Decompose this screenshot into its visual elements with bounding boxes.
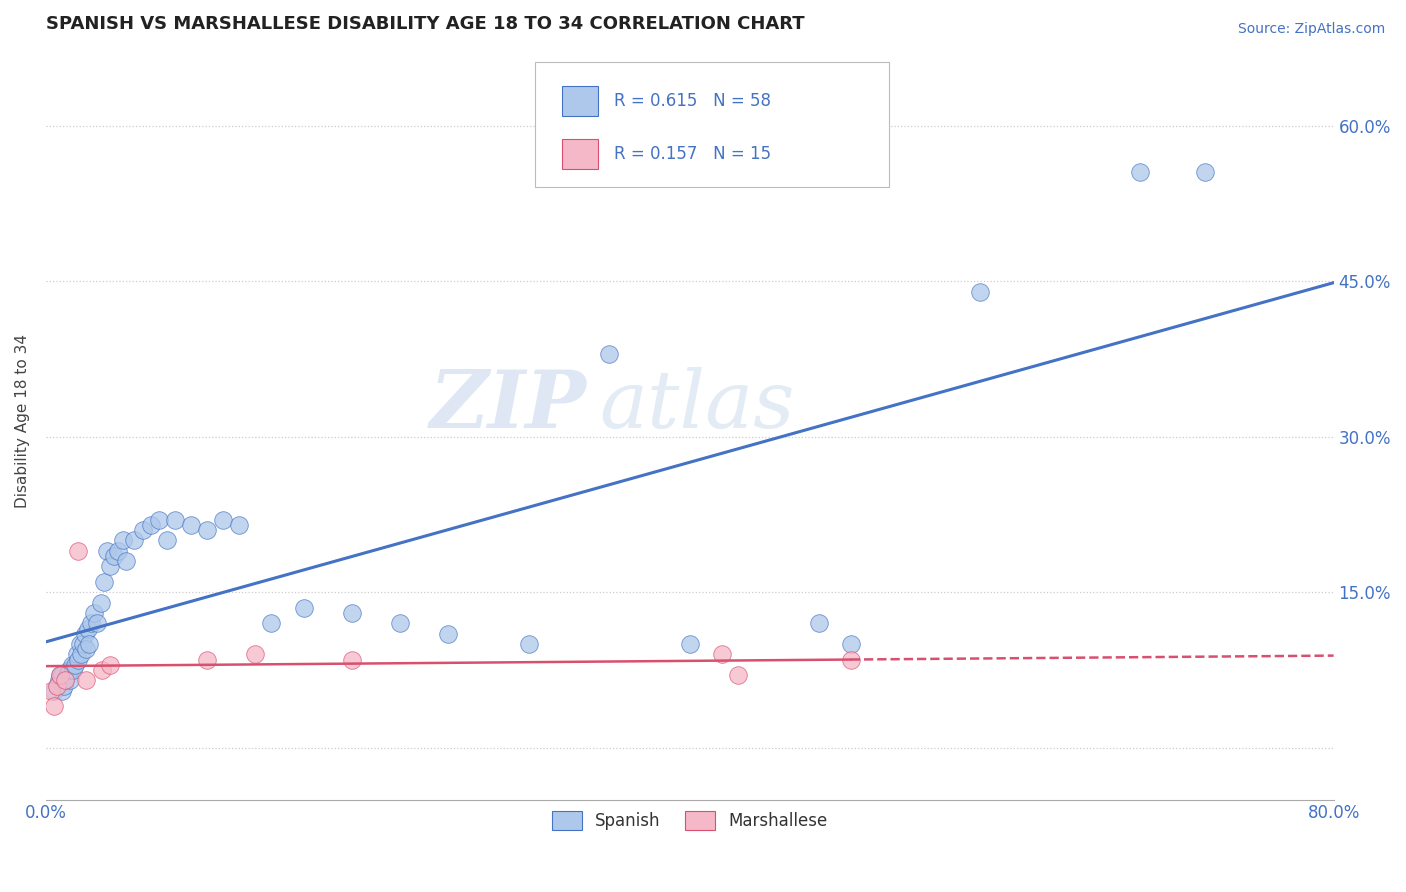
Point xyxy=(46,679,69,693)
Point xyxy=(83,606,105,620)
Point xyxy=(51,683,73,698)
Point xyxy=(72,637,94,651)
Point xyxy=(148,513,170,527)
Text: atlas: atlas xyxy=(600,368,794,445)
Point xyxy=(389,616,412,631)
Point xyxy=(48,673,70,688)
FancyBboxPatch shape xyxy=(536,62,890,186)
Point xyxy=(727,668,749,682)
Point xyxy=(63,657,86,672)
Point xyxy=(42,683,65,698)
Point xyxy=(46,679,69,693)
Point xyxy=(93,574,115,589)
Y-axis label: Disability Age 18 to 34: Disability Age 18 to 34 xyxy=(15,334,30,508)
Point xyxy=(124,533,146,548)
Point xyxy=(67,652,90,666)
Point xyxy=(340,606,363,620)
Point xyxy=(60,657,83,672)
Point xyxy=(59,673,82,688)
Point xyxy=(598,347,620,361)
Point xyxy=(131,523,153,537)
Point xyxy=(62,663,84,677)
Point xyxy=(839,637,862,651)
Point xyxy=(260,616,283,631)
Point xyxy=(86,616,108,631)
Point xyxy=(112,533,135,548)
Point xyxy=(76,622,98,636)
Point xyxy=(51,668,73,682)
Point xyxy=(292,600,315,615)
Point xyxy=(163,513,186,527)
Point xyxy=(115,554,138,568)
Point xyxy=(58,663,80,677)
Point xyxy=(212,513,235,527)
Point xyxy=(1194,165,1216,179)
Point xyxy=(679,637,702,651)
Point xyxy=(807,616,830,631)
Point xyxy=(67,543,90,558)
Point xyxy=(49,668,72,682)
Point xyxy=(53,673,76,688)
Point xyxy=(39,683,62,698)
Point xyxy=(42,699,65,714)
Point xyxy=(517,637,540,651)
Bar xyxy=(562,86,599,116)
Text: R = 0.157   N = 15: R = 0.157 N = 15 xyxy=(614,145,770,162)
Text: R = 0.615   N = 58: R = 0.615 N = 58 xyxy=(614,92,770,110)
Point xyxy=(195,523,218,537)
Point xyxy=(103,549,125,563)
Point xyxy=(69,637,91,651)
Point xyxy=(139,517,162,532)
Point xyxy=(156,533,179,548)
Point xyxy=(59,663,82,677)
Point xyxy=(180,517,202,532)
Point xyxy=(195,652,218,666)
Point xyxy=(79,637,101,651)
Point xyxy=(839,652,862,666)
Point xyxy=(98,657,121,672)
Point xyxy=(91,663,114,677)
Point xyxy=(73,626,96,640)
Point xyxy=(107,543,129,558)
Point xyxy=(75,642,97,657)
Point xyxy=(90,596,112,610)
Point xyxy=(437,626,460,640)
Text: SPANISH VS MARSHALLESE DISABILITY AGE 18 TO 34 CORRELATION CHART: SPANISH VS MARSHALLESE DISABILITY AGE 18… xyxy=(46,15,804,33)
Point xyxy=(53,673,76,688)
Point xyxy=(1129,165,1152,179)
Point xyxy=(340,652,363,666)
Point xyxy=(80,616,103,631)
Bar xyxy=(562,138,599,169)
Point xyxy=(711,648,734,662)
Text: ZIP: ZIP xyxy=(430,368,586,445)
Point xyxy=(245,648,267,662)
Point xyxy=(98,559,121,574)
Point xyxy=(228,517,250,532)
Point xyxy=(75,673,97,688)
Point xyxy=(96,543,118,558)
Point xyxy=(969,285,991,299)
Point xyxy=(52,679,75,693)
Point xyxy=(56,668,79,682)
Legend: Spanish, Marshallese: Spanish, Marshallese xyxy=(546,804,835,837)
Point xyxy=(49,668,72,682)
Point xyxy=(65,648,87,662)
Point xyxy=(70,648,93,662)
Text: Source: ZipAtlas.com: Source: ZipAtlas.com xyxy=(1237,22,1385,37)
